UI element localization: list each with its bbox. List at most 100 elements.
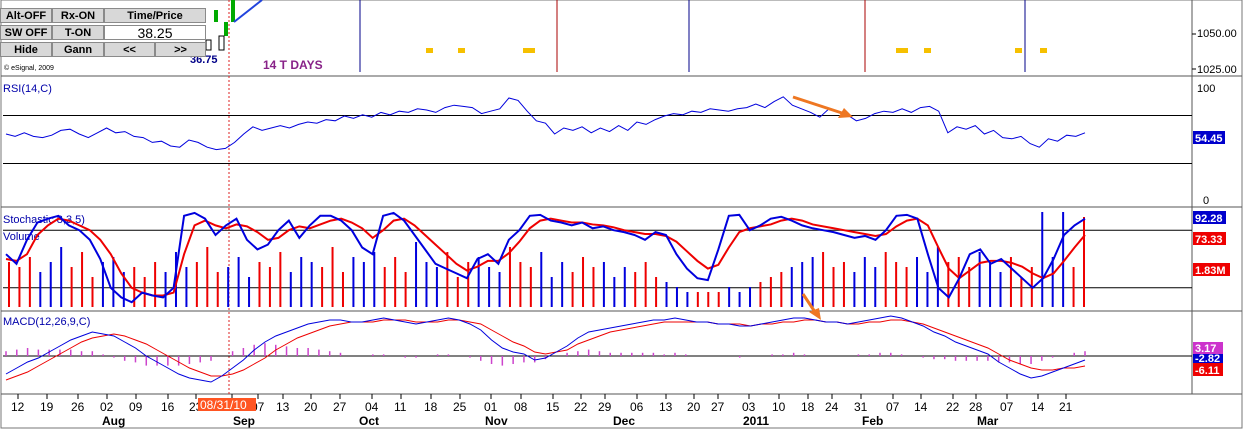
control-panel: Alt-OFF Rx-ON Time/Price SW OFF T-ON 38.…	[0, 0, 210, 60]
gann-button[interactable]: Gann	[52, 42, 104, 57]
date-highlight-label: 08/31/10	[200, 398, 247, 412]
volume-bar	[498, 272, 501, 307]
volume-bar	[300, 257, 303, 307]
x-axis-label: 04	[365, 400, 379, 414]
volume-bar	[769, 277, 772, 307]
volume-bar	[644, 262, 647, 307]
volume-bar	[550, 277, 553, 307]
x-axis-label: 20	[687, 400, 701, 414]
trading-days-label: 14 T DAYS	[263, 58, 323, 72]
scroll-right-button[interactable]: >>	[155, 42, 206, 57]
volume-bar	[446, 252, 449, 307]
x-axis-label: 25	[453, 400, 467, 414]
x-axis-label: 22	[574, 400, 588, 414]
x-axis-label: 09	[129, 400, 143, 414]
volume-bar	[999, 272, 1002, 307]
alt-toggle-button[interactable]: Alt-OFF	[0, 8, 52, 23]
price-fragment-label: 36.75	[190, 54, 218, 66]
macd-hist-value: 3.17	[1195, 343, 1216, 355]
volume-bar	[926, 272, 929, 307]
x-axis-label: 12	[11, 400, 25, 414]
candle-down	[205, 39, 212, 51]
x-axis-month-label: Feb	[862, 414, 883, 428]
volume-bar	[154, 262, 157, 307]
volume-bar	[790, 267, 793, 307]
price-readout: 38.25	[104, 25, 206, 41]
volume-bar	[842, 262, 845, 307]
x-axis-label: 27	[333, 400, 347, 414]
copyright-label: © eSignal, 2009	[4, 64, 54, 72]
volume-bar	[268, 267, 271, 307]
volume-bar	[1062, 212, 1065, 307]
x-axis-label: 14	[1031, 400, 1045, 414]
stochastic-d-value: 73.33	[1195, 234, 1223, 246]
volume-bar	[70, 267, 73, 307]
scroll-left-button[interactable]: <<	[104, 42, 155, 57]
volume-bar	[456, 277, 459, 307]
x-axis-month-label: 2011	[743, 414, 769, 428]
volume-bar	[822, 252, 825, 307]
rsi-value-label: 54.45	[1195, 133, 1223, 145]
rsi-axis-label: 0	[1203, 195, 1209, 207]
volume-bar	[195, 262, 198, 307]
x-axis-label: 07	[1000, 400, 1014, 414]
volume-bar	[947, 262, 950, 307]
time-cycle-marker	[896, 48, 908, 53]
volume-bar	[112, 257, 115, 307]
volume-bar	[321, 267, 324, 307]
x-axis-label: 18	[801, 400, 815, 414]
candle-down	[218, 35, 225, 51]
volume-bar	[394, 257, 397, 307]
annotation-arrowhead	[838, 108, 853, 118]
x-axis-label: 15	[546, 400, 560, 414]
x-axis-label: 16	[161, 400, 175, 414]
x-axis-label: 31	[854, 400, 868, 414]
x-axis-label: 19	[40, 400, 54, 414]
volume-bar	[467, 262, 470, 307]
x-axis-month-label: Aug	[102, 414, 125, 428]
volume-bar	[81, 252, 84, 307]
macd-line	[5, 315, 1086, 383]
volume-bar	[686, 292, 689, 307]
time-cycle-marker	[426, 48, 433, 53]
volume-bar	[801, 262, 804, 307]
volume-bar	[968, 267, 971, 307]
volume-bar	[853, 272, 856, 307]
t-toggle-button[interactable]: T-ON	[52, 25, 104, 40]
time-price-button[interactable]: Time/Price	[104, 8, 206, 23]
sw-toggle-button[interactable]: SW OFF	[0, 25, 52, 40]
x-axis-label: 18	[424, 400, 438, 414]
volume-bar	[18, 267, 21, 307]
volume-bar	[780, 272, 783, 307]
time-cycle-marker	[1040, 48, 1047, 53]
time-cycle-marker	[924, 48, 931, 53]
volume-bar	[916, 257, 919, 307]
volume-bar	[936, 247, 939, 307]
volume-bar	[696, 292, 699, 307]
x-axis-month-label: Sep	[233, 414, 255, 428]
hide-button[interactable]: Hide	[0, 42, 52, 57]
volume-bar	[122, 272, 125, 307]
x-axis-label: 13	[276, 400, 290, 414]
annotation-arrow	[801, 293, 817, 313]
rsi-title: RSI(14,C)	[3, 83, 52, 95]
volume-bar	[216, 272, 219, 307]
volume-bar	[655, 277, 658, 307]
stochastic-d-badge	[1193, 232, 1226, 245]
volume-bar	[206, 247, 209, 307]
volume-bar	[488, 267, 491, 307]
volume-bar	[383, 267, 386, 307]
volume-bar	[164, 272, 167, 307]
volume-bar	[341, 272, 344, 307]
volume-bar	[279, 252, 282, 307]
volume-bar	[707, 292, 710, 307]
volume-bar	[613, 277, 616, 307]
x-axis-label: 01	[484, 400, 498, 414]
volume-bar	[373, 252, 376, 307]
rx-toggle-button[interactable]: Rx-ON	[52, 8, 104, 23]
volume-bar	[425, 262, 428, 307]
volume-bar	[1009, 257, 1012, 307]
date-highlight-badge	[198, 398, 256, 411]
